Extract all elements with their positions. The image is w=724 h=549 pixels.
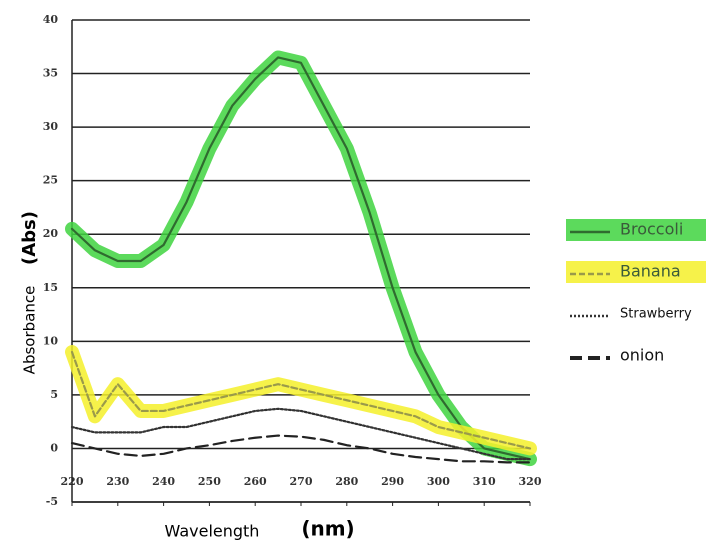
x-tick-label: 240 (152, 475, 175, 488)
y-tick-label: 40 (43, 13, 59, 26)
x-tick-label: 260 (244, 475, 267, 488)
legend-label: onion (620, 346, 664, 365)
highlight (65, 345, 537, 456)
highlight (65, 50, 537, 467)
legend-highlight (566, 261, 706, 283)
legend-label: Broccoli (620, 220, 683, 239)
x-axis-title: Wavelength (165, 522, 260, 541)
series-line (70, 407, 532, 461)
x-tick-label: 310 (473, 475, 496, 488)
legend-highlight (566, 219, 706, 241)
x-tick-label: 280 (335, 475, 358, 488)
legend-label: Banana (620, 262, 681, 281)
legend-label: Strawberry (620, 307, 692, 322)
y-tick-label: 15 (43, 281, 58, 294)
series-line (70, 350, 532, 450)
y-tick-label: 25 (43, 174, 58, 187)
y-tick-label: 20 (43, 227, 59, 240)
y-tick-label: -5 (46, 495, 58, 508)
x-tick-label: 250 (198, 475, 221, 488)
series-line (70, 56, 532, 461)
x-tick-label: 320 (519, 475, 542, 488)
y-axis-title: Absorbance (21, 286, 39, 375)
x-tick-label: 270 (290, 475, 313, 488)
y-tick-label: 30 (43, 120, 59, 133)
x-tick-label: 290 (381, 475, 404, 488)
y-axis-unit: (Abs) (19, 211, 40, 265)
series-line (70, 434, 532, 464)
x-axis-unit: (nm) (301, 517, 354, 541)
x-tick-label: 230 (106, 475, 129, 488)
y-tick-label: 10 (43, 334, 59, 347)
y-tick-label: 35 (43, 67, 58, 80)
y-tick-label: 0 (50, 441, 58, 454)
y-tick-label: 5 (50, 388, 58, 401)
x-tick-label: 300 (427, 475, 450, 488)
